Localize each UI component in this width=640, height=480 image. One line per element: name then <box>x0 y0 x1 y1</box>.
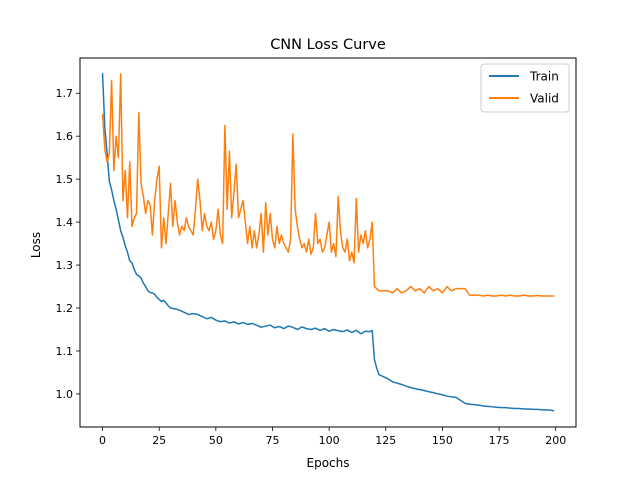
y-tick-label: 1.1 <box>56 345 74 358</box>
y-axis-label: Loss <box>29 232 43 258</box>
legend-label-valid: Valid <box>530 92 559 106</box>
x-tick-label: 50 <box>209 434 223 447</box>
legend-label-train: Train <box>529 70 559 84</box>
x-tick-label: 125 <box>375 434 396 447</box>
series-layer <box>101 73 555 412</box>
y-tick-label: 1.7 <box>56 87 74 100</box>
x-tick-label: 200 <box>545 434 566 447</box>
y-tick-label: 1.4 <box>56 216 74 229</box>
legend: Train Valid <box>480 63 570 113</box>
x-axis-label: Epochs <box>307 456 350 470</box>
series-line-train <box>101 73 555 412</box>
x-tick-label: 75 <box>265 434 279 447</box>
x-axis-ticks: 0 25 50 75 100 125 150 175 200 <box>99 427 566 447</box>
y-axis-ticks: 1.0 1.1 1.2 1.3 1.4 1.5 1.6 1.7 <box>56 87 80 401</box>
x-tick-label: 0 <box>99 434 106 447</box>
x-tick-label: 100 <box>319 434 340 447</box>
series-line-valid <box>101 73 555 297</box>
x-tick-label: 25 <box>152 434 166 447</box>
y-tick-label: 1.2 <box>56 302 74 315</box>
y-tick-label: 1.6 <box>56 130 74 143</box>
x-tick-label: 175 <box>489 434 510 447</box>
plot-frame <box>79 57 577 428</box>
y-tick-label: 1.5 <box>56 173 74 186</box>
y-tick-label: 1.0 <box>56 388 74 401</box>
y-tick-label: 1.3 <box>56 259 74 272</box>
x-tick-label: 150 <box>432 434 453 447</box>
chart-title: CNN Loss Curve <box>270 37 386 53</box>
